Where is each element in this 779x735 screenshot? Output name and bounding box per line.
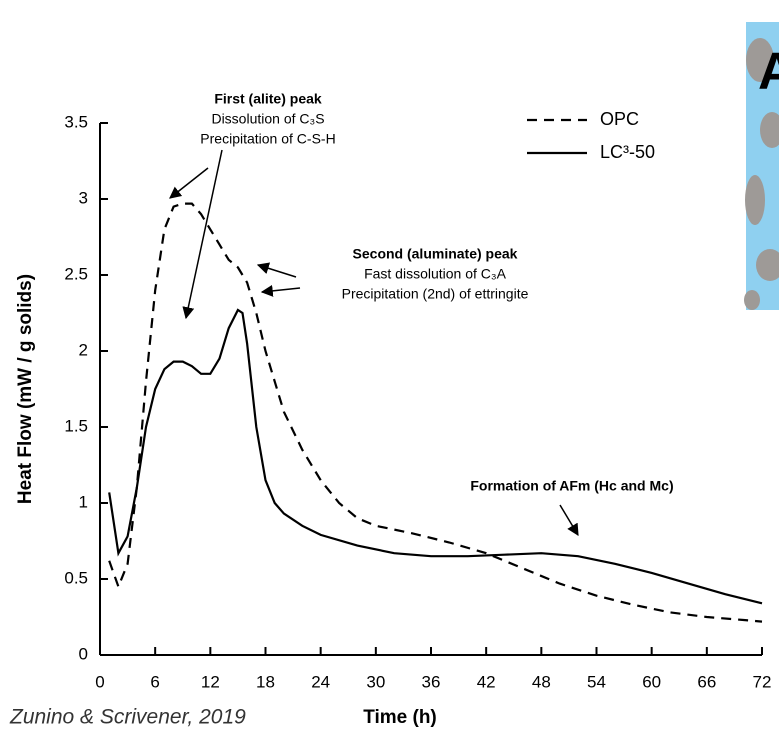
- series-line: [108, 308, 763, 605]
- x-axis-label: Time (h): [363, 707, 437, 728]
- y-tick-label: 0: [79, 644, 88, 663]
- y-tick-label: 1: [79, 492, 88, 511]
- x-tick-label: 48: [532, 672, 551, 691]
- annotation: Formation of AFm (Hc and Mc): [470, 478, 673, 494]
- y-tick-label: 2.5: [64, 264, 88, 283]
- x-tick-label: 24: [311, 672, 330, 691]
- arrows: [169, 149, 579, 537]
- annotation: Precipitation (2nd) of ettringite: [342, 286, 529, 302]
- annotation: First (alite) peak: [214, 91, 322, 107]
- x-tick-label: 36: [422, 672, 441, 691]
- annotation: Second (aluminate) peak: [353, 246, 518, 262]
- inset-image: [744, 22, 779, 310]
- y-tick-label: 1.5: [64, 416, 88, 435]
- x-tick-label: 42: [477, 672, 496, 691]
- x-tick-label: 12: [201, 672, 220, 691]
- annotation: Precipitation of C-S-H: [200, 131, 335, 147]
- x-tick-label: 60: [642, 672, 661, 691]
- annotation: Fast dissolution of C₃A: [364, 266, 507, 282]
- series-line: [108, 202, 763, 623]
- y-tick-label: 3.5: [64, 112, 88, 131]
- y-tick-label: 3: [79, 188, 88, 207]
- y-tick-label: 2: [79, 340, 88, 359]
- legend-label: LC³-50: [600, 142, 655, 162]
- x-tick-label: 72: [753, 672, 772, 691]
- x-tick-label: 30: [366, 672, 385, 691]
- source-note: Zunino & Scrivener, 2019: [9, 706, 246, 729]
- y-tick-label: 0.5: [64, 568, 88, 587]
- x-tick-label: 54: [587, 672, 606, 691]
- legend-label: OPC: [600, 109, 639, 129]
- y-axis-label: Heat Flow (mW / g solids): [15, 274, 36, 504]
- annotation: Dissolution of C₃S: [211, 111, 324, 127]
- x-tick-label: 6: [150, 672, 159, 691]
- x-tick-label: 18: [256, 672, 275, 691]
- panel-letter: A: [758, 43, 779, 101]
- x-tick-label: 66: [697, 672, 716, 691]
- x-tick-label: 0: [95, 672, 104, 691]
